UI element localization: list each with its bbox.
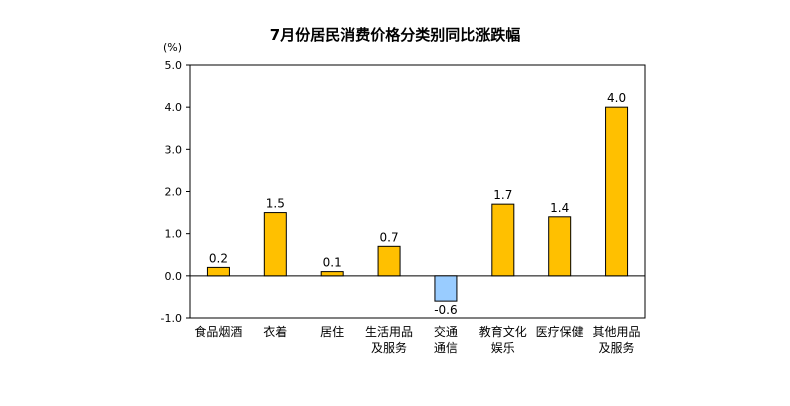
bar — [377, 245, 401, 277]
bar — [206, 266, 230, 277]
category-label: 交通 — [434, 324, 458, 339]
bar — [605, 106, 629, 277]
y-tick-label: 4.0 — [165, 101, 183, 114]
y-tick-label: 1.0 — [165, 228, 183, 241]
category-label: 居住 — [320, 325, 344, 339]
data-label: 0.7 — [380, 230, 399, 244]
bar — [263, 212, 287, 277]
data-label: -0.6 — [434, 303, 457, 317]
category-label: 医疗保健 — [536, 325, 584, 339]
category-label: 衣着 — [263, 324, 287, 339]
bar — [434, 275, 458, 302]
data-label: 0.2 — [209, 251, 228, 265]
bar — [548, 216, 572, 277]
y-tick-label: 0.0 — [165, 270, 183, 283]
data-label: 4.0 — [607, 91, 626, 105]
category-label: 及服务 — [599, 340, 635, 355]
category-label: 生活用品 — [365, 325, 413, 339]
y-tick-label: 5.0 — [165, 59, 183, 72]
bars: 0.2 1.5 0.1 0.7 -0.6 1.7 1.4 4.0 — [206, 91, 629, 317]
category-label: 通信 — [434, 341, 458, 355]
category-label: 教育文化 — [479, 324, 527, 339]
data-label: 1.4 — [550, 201, 569, 215]
data-label: 1.7 — [493, 188, 512, 202]
chart-title: 7月份居民消费价格分类别同比涨跌幅 — [270, 26, 520, 44]
y-tick-label: 2.0 — [165, 186, 183, 199]
bar — [491, 203, 515, 277]
y-tick-label: -1.0 — [161, 312, 182, 325]
category-label: 其他用品 — [593, 325, 641, 339]
category-label: 及服务 — [371, 340, 407, 355]
plot-area — [189, 64, 646, 319]
category-label: 娱乐 — [491, 341, 515, 355]
data-label: 1.5 — [266, 197, 285, 211]
y-axis-unit: (%) — [163, 41, 182, 54]
data-label: 0.1 — [323, 256, 342, 270]
y-tick-label: 3.0 — [165, 143, 183, 156]
bar — [320, 271, 344, 277]
y-axis: 5.0 4.0 3.0 2.0 1.0 0.0 -1.0 — [161, 59, 645, 325]
category-label: 食品烟酒 — [194, 324, 242, 339]
